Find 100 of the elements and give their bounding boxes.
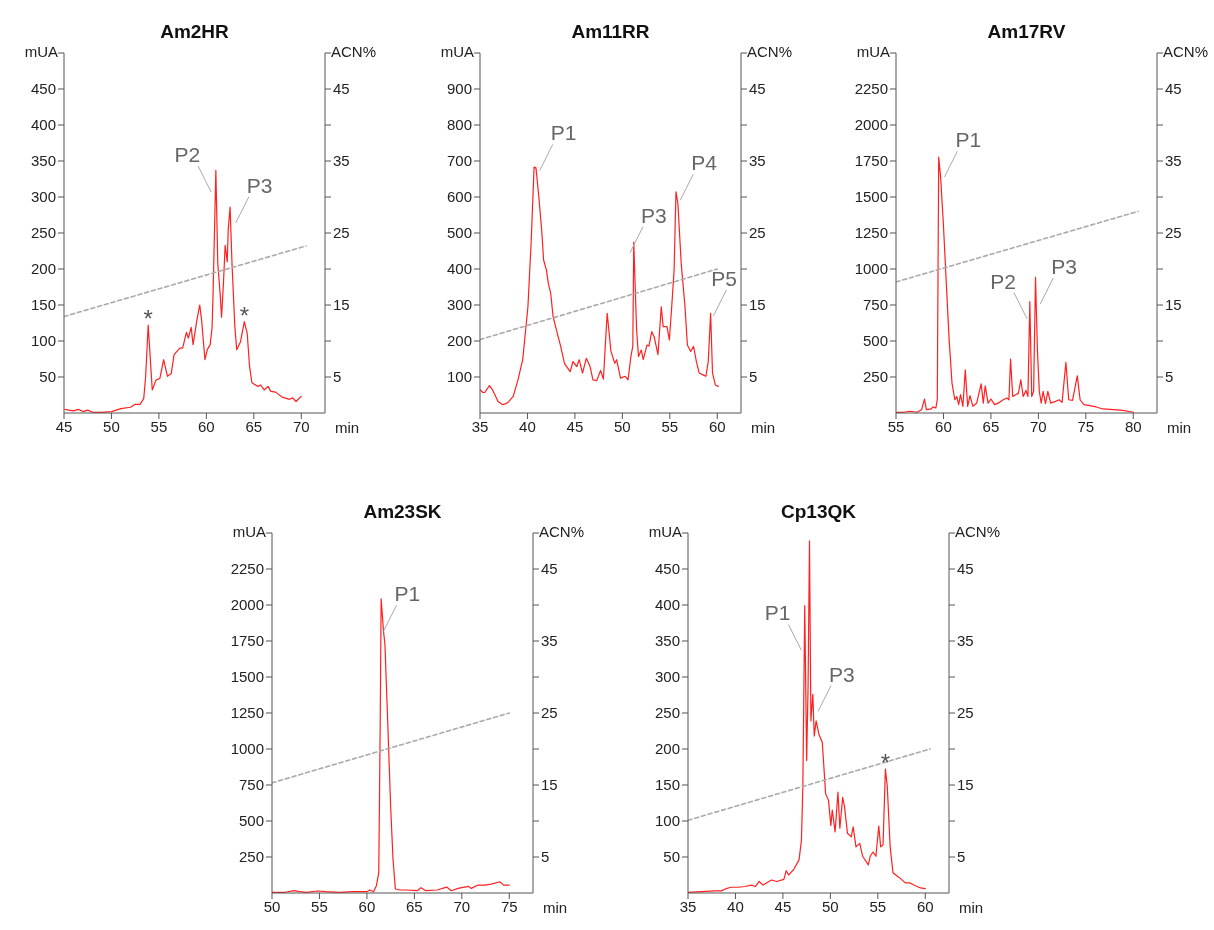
x-tick-label: 45 [774, 897, 792, 915]
x-tick-label: 60 [708, 417, 726, 435]
x-tick-label: 40 [519, 417, 536, 435]
y-tick-label: 100 [654, 812, 680, 830]
y-tick-label: 1750 [854, 152, 888, 170]
x-tick-label: 50 [103, 417, 120, 435]
x-tick-label: 65 [245, 417, 263, 435]
y-tick-label: 350 [654, 632, 680, 650]
y-tick-label: 150 [654, 776, 680, 794]
x-tick-label: 55 [311, 897, 328, 915]
y-tick-label: 350 [30, 152, 56, 170]
y-tick-label: 100 [446, 368, 472, 386]
y2-tick-label: 35 [1165, 152, 1182, 170]
y-tick-label: 700 [446, 152, 472, 170]
x-tick-label: 55 [150, 417, 168, 435]
y-axis-title: mUA [647, 523, 682, 540]
x-tick-label: 45 [55, 417, 73, 435]
y-tick-label: 2000 [230, 596, 264, 614]
y-tick-label: 250 [654, 704, 680, 722]
x-tick-label: 50 [263, 897, 281, 915]
y2-tick-label: 15 [1165, 296, 1182, 314]
y2-tick-label: 25 [333, 224, 350, 242]
annotation: P4 [691, 151, 718, 175]
x-tick-label: 70 [292, 417, 310, 435]
annotation: P1 [550, 121, 577, 145]
x-tick-label: 60 [935, 417, 952, 435]
x-tick-label: 55 [661, 417, 679, 435]
y-tick-label: 1750 [230, 632, 264, 650]
y-tick-label: 750 [862, 296, 888, 314]
y-tick-label: 50 [663, 848, 680, 866]
annotation: P2 [174, 142, 201, 166]
x-tick-label: 55 [887, 417, 905, 435]
y-tick-label: 900 [446, 80, 472, 98]
y-tick-label: 450 [654, 560, 680, 578]
chart-title: Am17RV [986, 21, 1067, 43]
y2-axis-title: ACN% [1163, 43, 1209, 60]
y-tick-label: 1000 [854, 260, 888, 278]
y-tick-label: 500 [446, 224, 472, 242]
x-tick-label: 65 [982, 417, 1000, 435]
annotation: * [143, 305, 153, 333]
y2-tick-label: 15 [957, 776, 974, 794]
y-tick-label: 2000 [854, 116, 888, 134]
y2-tick-label: 5 [749, 368, 758, 386]
x-tick-label: 65 [406, 897, 423, 915]
x-axis-title: min [751, 419, 776, 436]
y-tick-label: 150 [30, 296, 56, 314]
y2-tick-label: 5 [957, 848, 966, 866]
y-tick-label: 600 [446, 188, 472, 206]
x-tick-label: 55 [869, 897, 887, 915]
line-series [64, 169, 302, 413]
y2-axis-title: ACN% [747, 43, 793, 60]
annotation: * [239, 301, 249, 329]
y2-tick-label: 25 [1165, 224, 1182, 242]
y2-tick-label: 35 [957, 632, 974, 650]
x-axis-title: min [335, 419, 360, 436]
y2-tick-label: 5 [541, 848, 550, 866]
y-tick-label: 1500 [854, 188, 888, 206]
y-tick-label: 250 [862, 368, 888, 386]
x-tick-label: 60 [916, 897, 934, 915]
x-tick-label: 50 [822, 897, 839, 915]
x-tick-label: 45 [566, 417, 584, 435]
x-tick-label: 70 [1030, 417, 1047, 435]
x-tick-label: 75 [1077, 417, 1095, 435]
y-tick-label: 750 [238, 776, 264, 794]
x-tick-label: 60 [198, 417, 215, 435]
annotation: P2 [990, 269, 1016, 293]
y2-tick-label: 35 [333, 152, 350, 170]
y2-tick-label: 15 [749, 296, 766, 314]
y-tick-label: 300 [446, 296, 472, 314]
x-tick-label: 70 [453, 897, 471, 915]
y-tick-label: 2250 [854, 80, 888, 98]
y2-tick-label: 5 [1165, 368, 1174, 386]
y-tick-label: 1000 [230, 740, 264, 758]
y2-tick-label: 45 [333, 80, 350, 98]
y-tick-label: 100 [30, 332, 56, 350]
annotation: P5 [711, 266, 737, 290]
y-tick-label: 200 [446, 332, 472, 350]
y2-tick-label: 35 [541, 632, 558, 650]
y-tick-label: 300 [30, 188, 56, 206]
y-axis-title: mUA [231, 523, 266, 540]
y-axis-title: mUA [855, 43, 890, 60]
chart-title: Am23SK [362, 501, 443, 523]
y-tick-label: 1250 [854, 224, 888, 242]
annotation: P3 [1051, 254, 1077, 278]
x-axis-title: min [1167, 419, 1192, 436]
annotation: P3 [829, 662, 855, 686]
y2-tick-label: 25 [541, 704, 558, 722]
y2-tick-label: 15 [333, 296, 350, 314]
x-tick-label: 35 [679, 897, 697, 915]
y-tick-label: 1250 [230, 704, 264, 722]
y2-tick-label: 45 [749, 80, 766, 98]
annotation: P1 [764, 601, 791, 625]
line-series [688, 540, 926, 893]
y-tick-label: 250 [30, 224, 56, 242]
x-axis-title: min [959, 899, 984, 916]
y2-axis-title: ACN% [331, 43, 377, 60]
y2-tick-label: 45 [541, 560, 558, 578]
y2-axis-title: ACN% [539, 523, 585, 540]
y-tick-label: 500 [238, 812, 264, 830]
chart-title: Cp13QK [780, 501, 857, 523]
